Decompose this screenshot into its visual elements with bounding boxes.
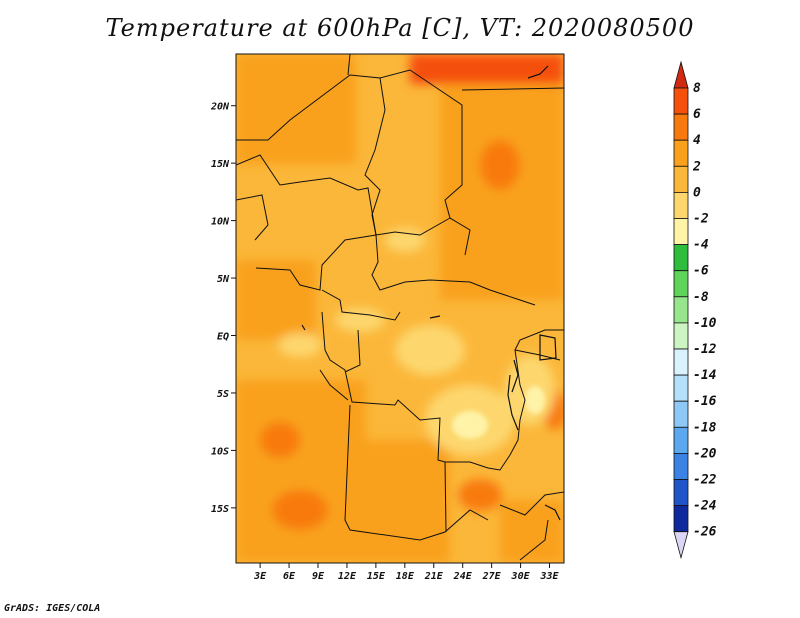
colorbar-level-label: -26	[693, 525, 717, 540]
colorbar-level-label: -12	[693, 342, 717, 357]
colorbar-swatch	[673, 139, 689, 167]
colorbar-level-label: -14	[693, 368, 717, 383]
lat-tick-label: 20N	[210, 102, 230, 113]
colorbar-level-label: 8	[693, 81, 701, 96]
colorbar-level-label: -2	[693, 212, 709, 227]
colorbar-swatch	[673, 479, 689, 507]
colorbar-swatch	[673, 244, 689, 272]
lon-tick-label: 27E	[482, 571, 502, 582]
colorbar-level-label: -10	[693, 316, 717, 331]
country-borders	[236, 54, 564, 561]
colorbar-level-label: -20	[693, 446, 717, 461]
lon-tick-label: 6E	[283, 571, 296, 582]
colorbar-level-label: 6	[693, 107, 701, 122]
colorbar: 8 6 4 2 0 -2 -4 -6 -8 -10 -12 -14 -16 -18 -20 -22 -24 -26	[673, 60, 717, 560]
latitude-axis: 20N 15N 10N 5N EQ 5S 10S 15S	[210, 102, 236, 515]
colorbar-swatch	[673, 113, 689, 141]
colorbar-swatch	[673, 452, 689, 480]
colorbar-bottom-arrow	[673, 531, 689, 560]
colorbar-level-label: -22	[693, 473, 717, 488]
colorbar-top-arrow	[673, 60, 689, 89]
colorbar-swatch	[673, 296, 689, 324]
map-frame	[235, 53, 565, 564]
colorbar-swatch	[673, 322, 689, 350]
colorbar-level-label: -16	[693, 394, 717, 409]
colorbar-level-label: -24	[693, 499, 717, 514]
colorbar-swatch	[673, 218, 689, 246]
grads-credit: GrADS: IGES/COLA	[4, 603, 101, 614]
lat-tick-label: 10S	[211, 446, 229, 457]
colorbar-swatch	[673, 400, 689, 428]
lon-tick-label: 18E	[396, 571, 415, 582]
colorbar-swatch	[673, 505, 689, 533]
colorbar-level-label: -8	[693, 290, 709, 305]
longitude-axis: 3E 6E 9E 12E 15E 18E 21E 24E 27E 30E 33E	[253, 563, 560, 582]
colorbar-level-label: -18	[693, 420, 717, 435]
lon-tick-label: 3E	[253, 571, 267, 582]
lat-tick-label: 10N	[211, 217, 230, 228]
colorbar-level-label: 2	[692, 159, 701, 174]
colorbar-swatch	[673, 426, 689, 454]
lat-tick-label: EQ	[217, 332, 229, 343]
lon-tick-label: 9E	[312, 571, 325, 582]
lon-tick-label: 30E	[511, 571, 531, 582]
lon-tick-label: 12E	[338, 571, 357, 582]
colorbar-level-label: 0	[693, 185, 701, 200]
colorbar-swatch	[673, 374, 689, 402]
lat-tick-label: 5N	[217, 274, 230, 285]
lon-tick-label: 15E	[367, 571, 386, 582]
lat-tick-label: 5S	[217, 389, 229, 400]
lon-tick-label: 33E	[539, 571, 559, 582]
lat-tick-label: 15N	[211, 159, 230, 170]
lat-tick-label: 15S	[211, 504, 229, 515]
colorbar-swatch	[673, 165, 689, 193]
colorbar-level-label: -4	[693, 238, 709, 253]
lon-tick-label: 24E	[453, 571, 473, 582]
colorbar-level-label: 4	[693, 133, 701, 148]
lon-tick-label: 21E	[424, 571, 444, 582]
colorbar-swatch	[673, 191, 689, 219]
lakes-and-coast	[301, 65, 561, 521]
colorbar-level-label: -6	[693, 264, 709, 279]
colorbar-swatch	[673, 348, 689, 376]
map-title: Temperature at 600hPa [C], VT: 202008050…	[105, 14, 695, 42]
temperature-field	[236, 54, 564, 563]
colorbar-swatch	[673, 270, 689, 298]
colorbar-swatch	[673, 87, 689, 115]
